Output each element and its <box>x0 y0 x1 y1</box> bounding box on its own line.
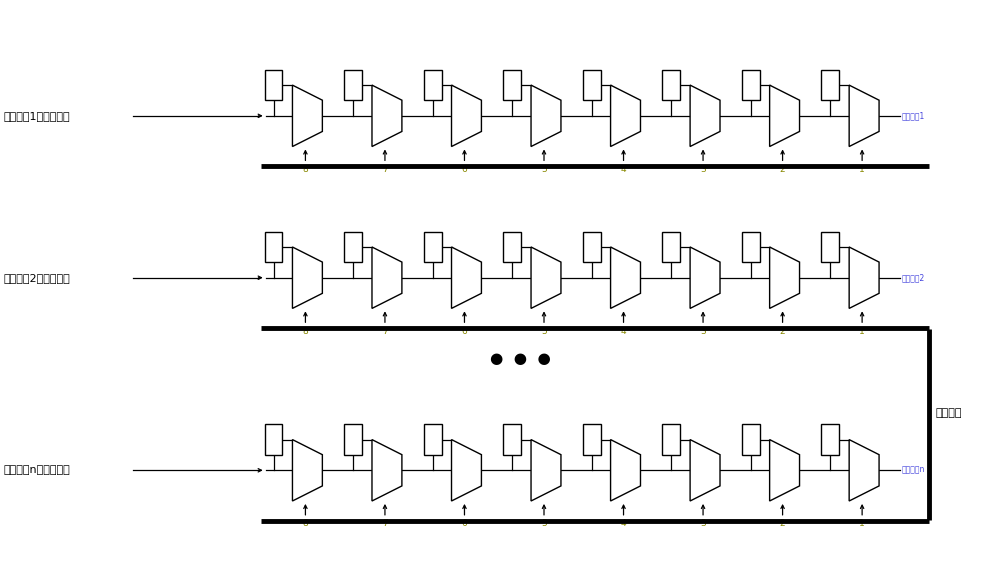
Text: 6: 6 <box>462 519 467 528</box>
Bar <box>821 232 839 263</box>
Text: 5: 5 <box>541 519 547 528</box>
Polygon shape <box>690 247 720 309</box>
Text: 控制总线: 控制总线 <box>936 408 962 418</box>
Text: 输出数据1: 输出数据1 <box>902 111 925 120</box>
Text: 1: 1 <box>859 327 865 336</box>
Polygon shape <box>849 85 879 146</box>
Polygon shape <box>292 247 322 309</box>
Bar <box>424 70 442 100</box>
Polygon shape <box>611 247 640 309</box>
Bar <box>742 424 760 455</box>
Bar <box>662 232 680 263</box>
Polygon shape <box>770 440 800 501</box>
Text: 8: 8 <box>303 327 308 336</box>
Polygon shape <box>849 440 879 501</box>
Polygon shape <box>531 440 561 501</box>
Polygon shape <box>531 85 561 146</box>
Text: 8: 8 <box>303 519 308 528</box>
Bar <box>503 70 521 100</box>
Text: 5: 5 <box>541 165 547 174</box>
Bar <box>662 424 680 455</box>
Text: 5: 5 <box>541 327 547 336</box>
Text: 2: 2 <box>780 327 785 336</box>
Text: ●  ●  ●: ● ● ● <box>490 351 550 366</box>
Polygon shape <box>690 85 720 146</box>
Bar <box>344 424 362 455</box>
Text: 3: 3 <box>700 327 706 336</box>
Text: 输入天线2的接收数据: 输入天线2的接收数据 <box>3 273 70 283</box>
Bar <box>503 424 521 455</box>
Bar <box>742 232 760 263</box>
Bar <box>821 424 839 455</box>
Bar <box>424 232 442 263</box>
Polygon shape <box>611 85 640 146</box>
Text: 7: 7 <box>382 327 388 336</box>
Polygon shape <box>849 247 879 309</box>
Bar <box>583 232 601 263</box>
Text: 输出数据n: 输出数据n <box>902 466 925 475</box>
Text: 1: 1 <box>859 165 865 174</box>
Bar <box>265 232 282 263</box>
Polygon shape <box>292 85 322 146</box>
Polygon shape <box>611 440 640 501</box>
Polygon shape <box>372 247 402 309</box>
Text: 输入天线1的接收数据: 输入天线1的接收数据 <box>3 111 70 121</box>
Text: 1: 1 <box>859 519 865 528</box>
Text: 7: 7 <box>382 519 388 528</box>
Polygon shape <box>452 440 481 501</box>
Text: 7: 7 <box>382 165 388 174</box>
Bar <box>265 70 282 100</box>
Text: 4: 4 <box>621 165 626 174</box>
Polygon shape <box>372 440 402 501</box>
Polygon shape <box>770 85 800 146</box>
Polygon shape <box>452 247 481 309</box>
Polygon shape <box>452 85 481 146</box>
Text: 3: 3 <box>700 165 706 174</box>
Text: 输入天线n的接收数据: 输入天线n的接收数据 <box>3 465 70 475</box>
Bar <box>583 424 601 455</box>
Bar <box>344 70 362 100</box>
Text: 8: 8 <box>303 165 308 174</box>
Bar <box>344 232 362 263</box>
Polygon shape <box>531 247 561 309</box>
Bar <box>424 424 442 455</box>
Text: 6: 6 <box>462 327 467 336</box>
Bar <box>265 424 282 455</box>
Text: 3: 3 <box>700 519 706 528</box>
Bar <box>583 70 601 100</box>
Polygon shape <box>770 247 800 309</box>
Text: 6: 6 <box>462 165 467 174</box>
Text: 输出数据2: 输出数据2 <box>902 273 925 282</box>
Polygon shape <box>372 85 402 146</box>
Text: 2: 2 <box>780 519 785 528</box>
Bar <box>503 232 521 263</box>
Bar <box>742 70 760 100</box>
Text: 4: 4 <box>621 327 626 336</box>
Bar <box>662 70 680 100</box>
Text: 4: 4 <box>621 519 626 528</box>
Polygon shape <box>690 440 720 501</box>
Polygon shape <box>292 440 322 501</box>
Text: 2: 2 <box>780 165 785 174</box>
Bar <box>821 70 839 100</box>
